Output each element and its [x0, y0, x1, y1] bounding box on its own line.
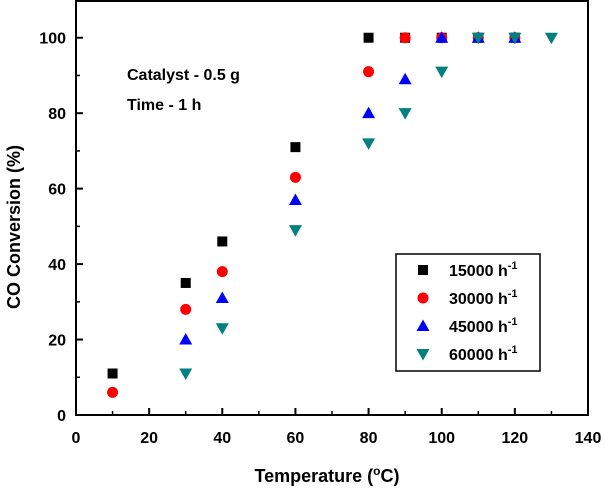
- legend-marker-series-3: [416, 319, 430, 331]
- y-tick-label: 100: [39, 31, 66, 48]
- x-tick-label: 120: [502, 430, 529, 447]
- y-tick-label: 60: [48, 182, 66, 199]
- data-point-series-2: [363, 66, 375, 78]
- x-tick-label: 60: [287, 430, 305, 447]
- x-tick-label: 40: [213, 430, 231, 447]
- y-tick-label: 80: [48, 106, 66, 123]
- data-point-series-4: [544, 32, 558, 45]
- legend-marker-series-2: [417, 292, 429, 304]
- annotation-catalyst: Catalyst - 0.5 g: [127, 67, 240, 84]
- data-point-series-4: [435, 66, 449, 79]
- data-point-series-2: [216, 266, 228, 278]
- data-point-series-1: [180, 277, 191, 288]
- data-point-series-2: [180, 303, 192, 315]
- data-point-series-2: [289, 171, 301, 183]
- x-tick-label: 80: [360, 430, 378, 447]
- legend-marker-series-1: [418, 265, 428, 275]
- legend-label-series-3: 45000 h-1: [449, 316, 518, 336]
- data-point-series-3: [288, 193, 302, 205]
- y-axis-ticks: 0 20 40 60 80 100: [39, 0, 83, 425]
- x-axis-label: Temperature (oC): [254, 464, 399, 486]
- data-point-series-3: [179, 333, 193, 345]
- data-point-series-4: [288, 225, 302, 237]
- x-tick-label: 100: [428, 430, 455, 447]
- data-point-series-1: [290, 142, 301, 153]
- data-point-series-3: [215, 291, 229, 304]
- y-tick-label: 40: [48, 257, 66, 274]
- data-point-series-4: [398, 108, 412, 120]
- data-point-series-1: [107, 368, 118, 379]
- data-point-series-3: [398, 72, 412, 85]
- annotation-time: Time - 1 h: [127, 97, 201, 114]
- legend-label-series-2: 30000 h-1: [449, 288, 518, 308]
- data-point-series-1: [217, 236, 228, 247]
- data-point-series-2: [399, 32, 411, 44]
- data-point-series-2: [107, 386, 119, 398]
- legend-label-series-1: 15000 h-1: [449, 260, 518, 280]
- legend-marker-series-4: [416, 349, 430, 361]
- data-point-series-4: [508, 32, 522, 45]
- data-point-series-4: [471, 32, 485, 45]
- data-point-series-3: [362, 106, 376, 119]
- y-tick-label: 0: [57, 408, 66, 425]
- x-tick-label: 0: [72, 430, 81, 447]
- data-point-series-4: [179, 368, 193, 380]
- legend-label-series-4: 60000 h-1: [449, 344, 518, 364]
- data-point-series-1: [363, 32, 374, 43]
- y-axis-label: CO Conversion (%): [4, 145, 24, 309]
- data-points: [107, 31, 558, 398]
- data-point-series-3: [435, 31, 449, 43]
- x-tick-label: 140: [575, 430, 602, 447]
- data-point-series-4: [362, 138, 376, 150]
- legend: 15000 h-1 30000 h-1 45000 h-1 60000 h-1: [395, 253, 541, 372]
- y-tick-label: 20: [48, 333, 66, 350]
- data-point-series-4: [215, 323, 229, 335]
- x-tick-label: 20: [140, 430, 158, 447]
- x-axis-ticks: 0 20 40 60 80 100 120 140: [72, 408, 602, 447]
